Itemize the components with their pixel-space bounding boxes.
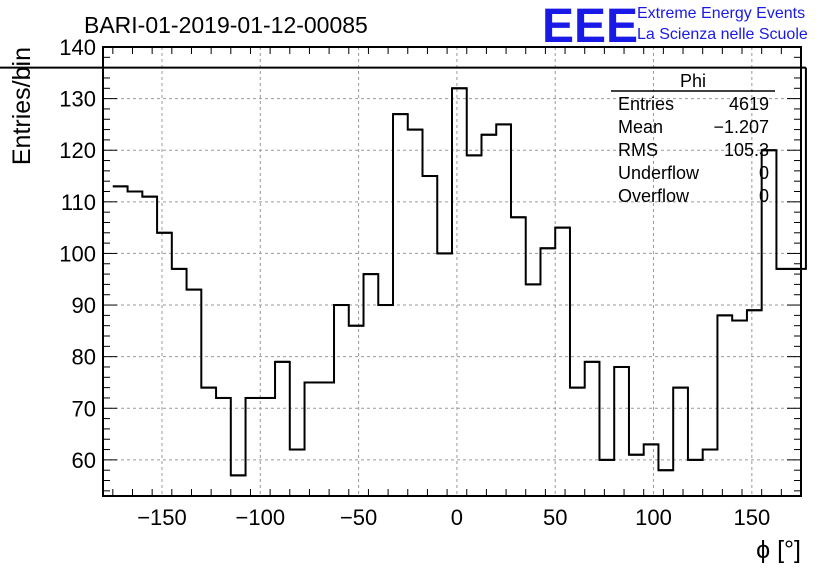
y-tick-label: 140 [59, 35, 96, 60]
plot-frame [102, 46, 802, 497]
histogram-series [0, 66, 807, 477]
y-axis-title: Entries/bin [8, 47, 36, 165]
chart-title: BARI-01-2019-01-12-00085 [84, 12, 368, 38]
x-tick-label: 150 [733, 505, 770, 530]
stats-label-overflow: Overflow [618, 186, 690, 206]
stats-label-mean: Mean [618, 117, 663, 137]
x-axis-title: ϕ [°] [756, 536, 801, 564]
stats-value-entries: 4619 [729, 94, 769, 114]
y-tick-labels: 60 70 80 90 100 110 120 130 140 [59, 35, 96, 473]
stats-name: Phi [680, 71, 706, 91]
stats-box: Phi Entries 4619 Mean −1.207 RMS 105.3 U… [611, 71, 775, 206]
stats-value-mean: −1.207 [713, 117, 769, 137]
x-tick-label: −100 [236, 505, 286, 530]
stats-label-rms: RMS [618, 140, 658, 160]
y-tick-label: 100 [59, 241, 96, 266]
logo-line-2: La Scienza nelle Scuole [637, 26, 808, 43]
x-tick-labels: −150 −100 −50 0 50 100 150 [137, 505, 770, 530]
logo-line-1: Extreme Energy Events [637, 5, 805, 22]
y-tick-label: 120 [59, 138, 96, 163]
x-tick-label: 0 [451, 505, 463, 530]
y-tick-label: 90 [72, 293, 96, 318]
x-tick-label: 100 [635, 505, 672, 530]
stats-value-underflow: 0 [759, 163, 769, 183]
logo-mark: EEE [542, 0, 638, 53]
stats-label-entries: Entries [618, 94, 674, 114]
y-tick-label: 60 [72, 448, 96, 473]
stats-value-overflow: 0 [759, 186, 769, 206]
y-tick-label: 80 [72, 345, 96, 370]
stats-value-rms: 105.3 [724, 140, 769, 160]
x-tick-label: −150 [137, 505, 187, 530]
y-tick-label: 110 [61, 190, 96, 215]
y-tick-label: 130 [59, 87, 96, 112]
x-tick-label: −50 [340, 505, 377, 530]
x-tick-label: 50 [543, 505, 567, 530]
stats-label-underflow: Underflow [618, 163, 700, 183]
y-tick-label: 70 [72, 396, 96, 421]
